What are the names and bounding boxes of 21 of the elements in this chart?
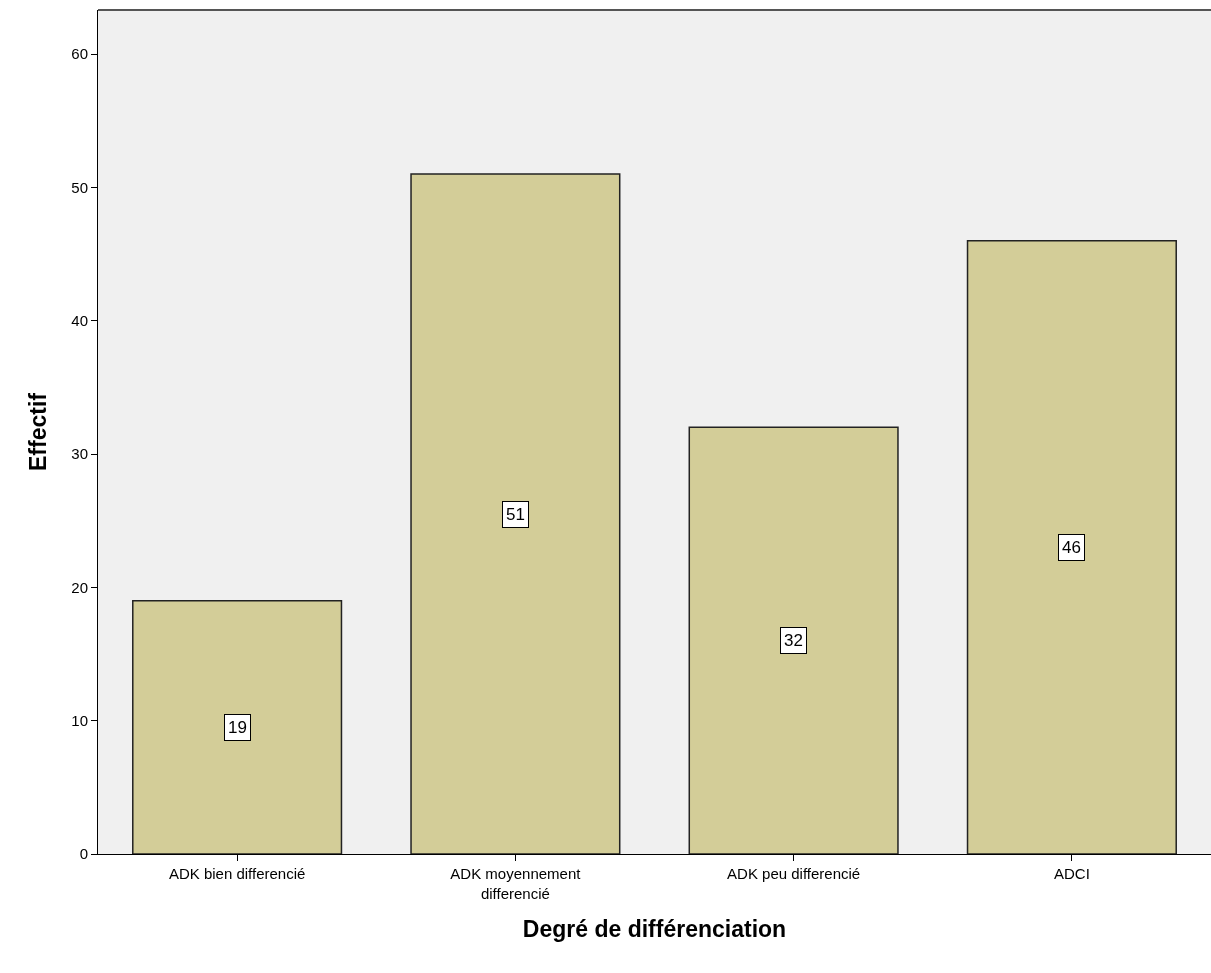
y-tick-label: 20: [71, 578, 88, 596]
x-tick-label: ADK peu differencié: [727, 865, 861, 882]
data-label: 46: [1062, 538, 1081, 557]
bar: [966, 239, 1177, 854]
bar: [410, 173, 621, 854]
x-tick-label: ADK moyennement differencié: [450, 865, 582, 902]
data-label: 32: [784, 631, 803, 650]
data-label: 51: [506, 505, 525, 524]
bar: [688, 426, 899, 854]
y-tick-label: 30: [71, 445, 88, 463]
data-label: 19: [228, 718, 247, 737]
y-tick-label: 40: [71, 311, 88, 329]
y-tick-label: 10: [71, 711, 88, 729]
x-tick-label: ADK bien differencié: [168, 865, 306, 882]
y-axis-title: Effectif: [24, 392, 51, 471]
x-tick-label: ADCI: [1053, 865, 1090, 882]
x-axis-title: Degré de différenciation: [522, 916, 787, 943]
y-tick-label: 60: [71, 45, 88, 63]
y-tick-label: 50: [71, 178, 88, 196]
y-tick-label: 0: [79, 845, 88, 863]
bar: [132, 599, 343, 854]
